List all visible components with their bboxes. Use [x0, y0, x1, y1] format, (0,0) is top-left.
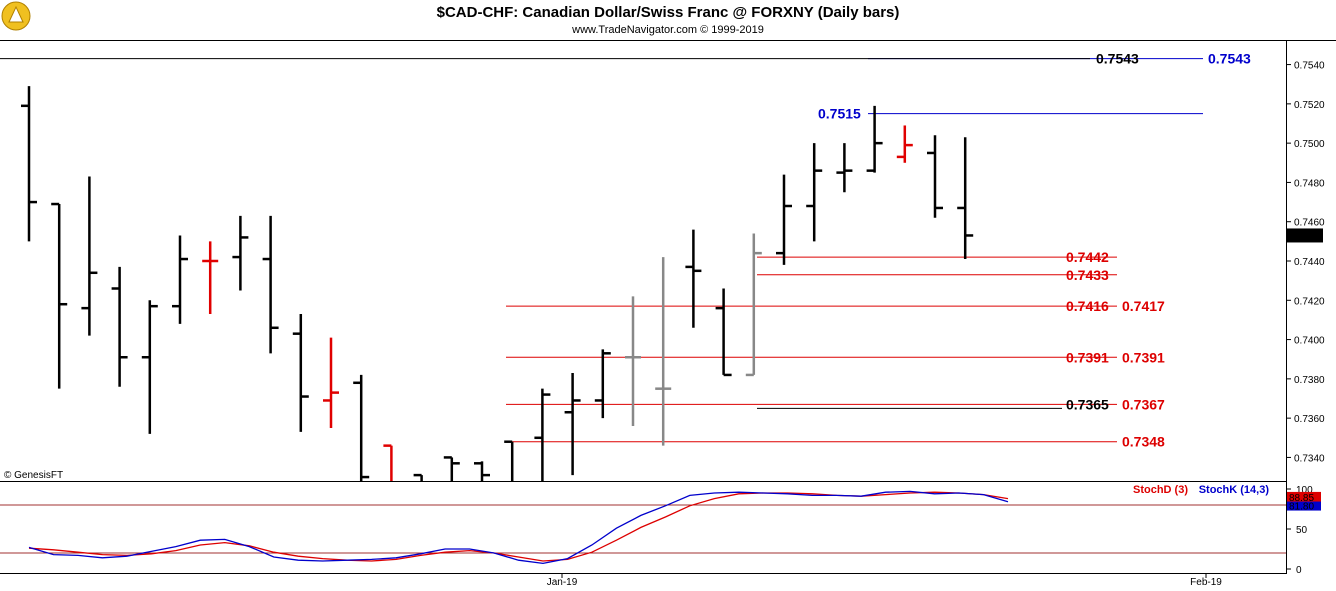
ohlc-bar — [715, 288, 732, 377]
price-level-label-secondary: 0.7417 — [1122, 298, 1165, 314]
price-level: 0.7416 0.7417 — [506, 298, 1165, 314]
stoch-series-line — [28, 490, 1009, 565]
stochastic-lines — [28, 490, 1009, 565]
price-level-label: 0.7543 — [1096, 51, 1139, 67]
price-level: 0.7515 — [818, 106, 1203, 122]
ohlc-bar — [685, 229, 702, 328]
price-level: 0.7365 0.7367 — [506, 396, 1165, 412]
ohlc-bar — [836, 143, 853, 193]
price-level-label: 0.7348 — [1122, 434, 1165, 450]
logo-icon — [1, 1, 31, 31]
stoch-series-line — [28, 491, 1009, 562]
ohlc-bar — [51, 202, 68, 389]
stochd-last-label: 88.85 — [1289, 493, 1314, 504]
stochk-legend: StochK (14,3) — [1199, 484, 1270, 496]
ohlc-bar — [776, 174, 792, 265]
price-level-label-secondary: 0.7367 — [1122, 396, 1165, 412]
ohlc-bar — [957, 137, 974, 260]
ohlc-bar — [564, 372, 581, 476]
ohlc-bar — [625, 296, 641, 426]
stochk-last-label: 81.80 — [1289, 502, 1314, 513]
ohlc-bar — [383, 444, 393, 481]
ohlc-bar — [141, 300, 158, 434]
ohlc-bar — [443, 456, 460, 481]
price-tick-label: 0.7440 — [1294, 257, 1325, 268]
ohlc-bar — [655, 257, 672, 446]
price-level: 0.7543 0.7543 — [868, 51, 1251, 67]
time-tick-label: Feb-19 — [1190, 577, 1222, 588]
ohlc-bar — [594, 349, 611, 419]
price-tick-label: 0.7480 — [1294, 178, 1325, 189]
chart-title: $CAD-CHF: Canadian Dollar/Swiss Franc @ … — [437, 4, 900, 21]
stochd-last-box — [1287, 491, 1321, 503]
ohlc-bar — [866, 105, 883, 173]
ohlc-bar — [81, 176, 98, 336]
ohlc-bar — [474, 461, 490, 481]
ohlc-bar — [172, 235, 188, 324]
price-level-label: 0.7391 — [1066, 349, 1109, 365]
ohlc-bars — [21, 86, 974, 481]
price-level-label-secondary: 0.7543 — [1208, 51, 1251, 67]
ohlc-bar — [745, 233, 762, 377]
stoch-tick-label: 50 — [1296, 525, 1308, 536]
price-level: 0.7442 — [757, 249, 1117, 265]
price-tick-label: 0.7420 — [1294, 296, 1325, 307]
ohlc-bar — [806, 143, 823, 242]
price-axis: 0.7540 0.7520 0.7500 0.7480 0.7460 0.7440 0.74… — [1286, 61, 1325, 464]
ohlc-bar — [202, 241, 219, 315]
price-level: 0.7391 0.7391 — [506, 349, 1165, 365]
price-tick-label: 0.7500 — [1294, 139, 1325, 150]
price-tick-label: 0.7460 — [1294, 218, 1325, 229]
price-level-label: 0.7433 — [1066, 267, 1109, 283]
price-level: 0.7348 — [506, 434, 1165, 450]
ohlc-bar — [413, 473, 423, 481]
ohlc-bar — [232, 215, 249, 291]
stoch-tick-label: 100 — [1296, 485, 1313, 496]
ohlc-bar — [353, 374, 370, 481]
ohlc-bar — [504, 440, 514, 481]
ohlc-bar — [927, 135, 943, 218]
price-tick-label: 0.7400 — [1294, 336, 1325, 347]
price-tick-label: 0.7360 — [1294, 414, 1325, 425]
price-level-label: 0.7416 — [1066, 298, 1109, 314]
time-tick-label: Jan-19 — [547, 577, 578, 588]
price-tick-label: 0.7380 — [1294, 375, 1325, 386]
price-level-label-secondary: 0.7391 — [1122, 349, 1165, 365]
copyright-label: © GenesisFT — [4, 470, 63, 481]
price-level-label: 0.7365 — [1066, 396, 1109, 412]
last-price-box — [1287, 228, 1323, 243]
ohlc-bar — [896, 125, 913, 163]
price-level: 0.7433 — [757, 267, 1117, 283]
price-level-label: 0.7515 — [818, 106, 861, 122]
ohlc-bar — [262, 215, 279, 354]
price-tick-label: 0.7520 — [1294, 100, 1325, 111]
price-level-label: 0.7442 — [1066, 249, 1109, 265]
stochk-last-box — [1287, 501, 1321, 511]
chart-subtitle: www.TradeNavigator.com © 1999-2019 — [571, 24, 764, 36]
ohlc-bar — [292, 314, 309, 432]
ohlc-bar — [534, 388, 551, 481]
ohlc-bar — [111, 266, 128, 387]
ohlc-bar — [21, 86, 37, 242]
last-price-label: 0.7453 — [1289, 231, 1320, 242]
stochastic-panel — [0, 504, 1286, 554]
price-tick-label: 0.7540 — [1294, 61, 1325, 72]
time-axis: Jan-19 Feb-19 — [547, 574, 1222, 588]
stoch-tick-label: 0 — [1296, 565, 1302, 576]
price-tick-label: 0.7340 — [1294, 453, 1325, 464]
stochd-legend: StochD (3) — [1133, 484, 1188, 496]
ohlc-bar — [323, 337, 339, 428]
